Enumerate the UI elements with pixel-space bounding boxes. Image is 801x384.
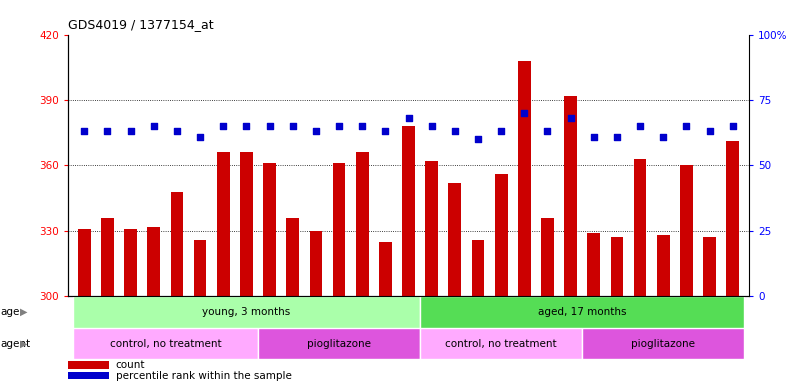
Bar — [124, 229, 137, 296]
Point — [332, 123, 345, 129]
Bar — [541, 218, 553, 296]
Bar — [680, 166, 693, 296]
Bar — [703, 237, 716, 296]
Point — [587, 134, 600, 140]
Point — [356, 123, 368, 129]
Bar — [356, 152, 368, 296]
Bar — [78, 229, 91, 296]
Bar — [518, 61, 531, 296]
Point — [657, 134, 670, 140]
Point — [309, 128, 322, 134]
Point — [171, 128, 183, 134]
Bar — [101, 218, 114, 296]
Bar — [264, 163, 276, 296]
Text: aged, 17 months: aged, 17 months — [538, 307, 626, 317]
Bar — [420, 296, 744, 328]
Bar — [240, 152, 253, 296]
Bar — [587, 233, 600, 296]
Bar — [425, 161, 438, 296]
Bar — [73, 296, 420, 328]
Point — [564, 115, 577, 121]
Point — [217, 123, 230, 129]
Point — [78, 128, 91, 134]
Point — [286, 123, 299, 129]
Bar — [73, 328, 258, 359]
Bar — [147, 227, 160, 296]
Bar — [727, 141, 739, 296]
Bar — [582, 328, 744, 359]
Bar — [657, 235, 670, 296]
Text: control, no treatment: control, no treatment — [110, 339, 221, 349]
Point — [264, 123, 276, 129]
Point — [147, 123, 160, 129]
Point — [634, 123, 646, 129]
Point — [680, 123, 693, 129]
Point — [124, 128, 137, 134]
Point — [425, 123, 438, 129]
Point — [495, 128, 508, 134]
Bar — [402, 126, 415, 296]
Text: young, 3 months: young, 3 months — [203, 307, 291, 317]
Bar — [610, 237, 623, 296]
Bar — [217, 152, 230, 296]
Bar — [495, 174, 508, 296]
Text: count: count — [116, 360, 145, 370]
Point — [541, 128, 553, 134]
Bar — [68, 361, 109, 369]
Bar — [309, 231, 322, 296]
Text: GDS4019 / 1377154_at: GDS4019 / 1377154_at — [68, 18, 214, 31]
Bar — [332, 163, 345, 296]
Bar — [258, 328, 420, 359]
Bar — [68, 372, 109, 379]
Bar — [634, 159, 646, 296]
Text: pioglitazone: pioglitazone — [307, 339, 371, 349]
Bar — [472, 240, 485, 296]
Bar — [449, 183, 461, 296]
Point — [101, 128, 114, 134]
Point — [610, 134, 623, 140]
Text: pioglitazone: pioglitazone — [631, 339, 695, 349]
Bar — [286, 218, 299, 296]
Point — [727, 123, 739, 129]
Point — [449, 128, 461, 134]
Bar — [564, 96, 577, 296]
Text: ▶: ▶ — [20, 307, 27, 317]
Text: age: age — [0, 307, 19, 317]
Point — [518, 110, 531, 116]
Point — [379, 128, 392, 134]
Bar — [194, 240, 207, 296]
Bar — [420, 328, 582, 359]
Point — [472, 136, 485, 142]
Text: ▶: ▶ — [20, 339, 27, 349]
Point — [703, 128, 716, 134]
Point — [194, 134, 207, 140]
Bar — [379, 242, 392, 296]
Text: control, no treatment: control, no treatment — [445, 339, 557, 349]
Text: percentile rank within the sample: percentile rank within the sample — [116, 371, 292, 381]
Point — [402, 115, 415, 121]
Text: agent: agent — [0, 339, 30, 349]
Bar — [171, 192, 183, 296]
Point — [240, 123, 253, 129]
